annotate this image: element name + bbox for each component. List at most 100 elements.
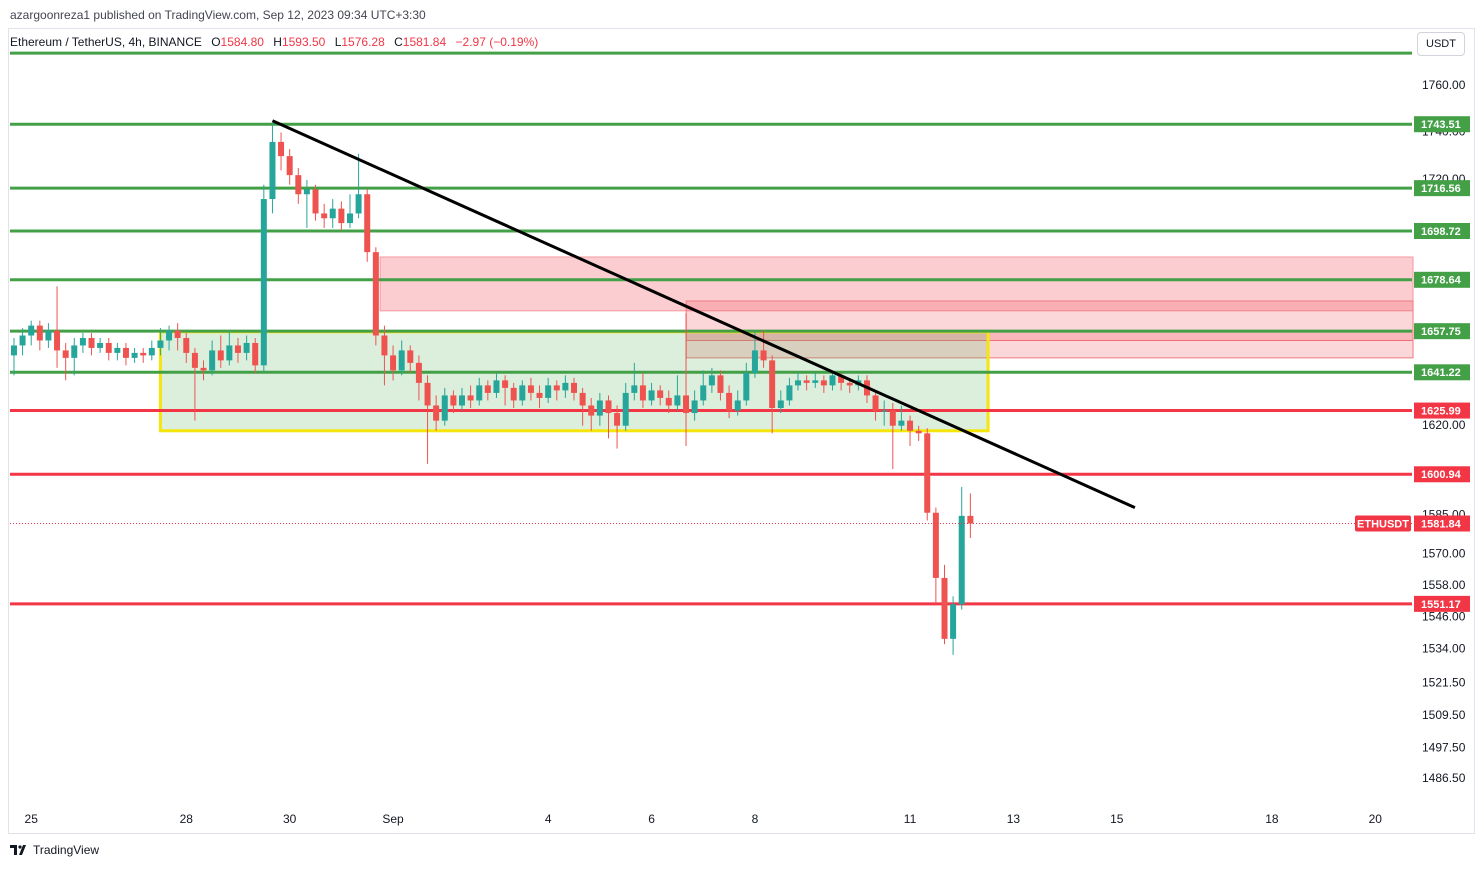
level-tag-label: 1743.51 [1421, 119, 1461, 131]
candle-body [191, 352, 198, 368]
level-tag-label: 1716.56 [1421, 183, 1461, 195]
candle-body [174, 330, 181, 338]
candle-body [553, 385, 560, 391]
candle-body [571, 382, 578, 393]
x-tick-label: 15 [1110, 812, 1124, 826]
y-tick-label: 1570.00 [1422, 547, 1466, 561]
candle-body [527, 385, 534, 393]
y-tick-label: 1509.50 [1422, 708, 1466, 722]
level-tag [1414, 364, 1470, 381]
candle-body [234, 345, 241, 353]
candle-body [36, 325, 43, 341]
candle-body [10, 345, 17, 356]
publisher: azargoonreza1 published on TradingView.c… [10, 8, 426, 22]
candle-body [751, 350, 758, 373]
candle-body [631, 385, 638, 393]
candle-body [484, 385, 491, 393]
candle-body [398, 350, 405, 371]
candle-body [846, 382, 853, 386]
candle-body [347, 213, 354, 224]
zone [379, 256, 1414, 312]
candle-body [958, 515, 965, 605]
candle-body [407, 350, 414, 363]
candle-body [71, 345, 78, 358]
candle-body [209, 350, 216, 371]
ohlc-value: 1581.84 [402, 35, 447, 49]
level-tag-label: 1600.94 [1421, 469, 1462, 481]
candle-body [734, 400, 741, 411]
y-tick-label: 1486.50 [1422, 771, 1466, 785]
candle-body [639, 385, 646, 401]
candle-body [476, 385, 483, 401]
candle-body [967, 515, 974, 524]
level-tag [1414, 402, 1470, 419]
candle-body [502, 380, 509, 388]
change: −2.97 (−0.19%) [455, 35, 539, 49]
candle-body [838, 375, 845, 383]
candle-body [536, 392, 543, 398]
zone [685, 300, 1414, 341]
candle-body [950, 604, 957, 639]
y-tick-label: 1558.00 [1422, 578, 1466, 592]
level-tag-label: 1678.64 [1421, 275, 1462, 287]
chart-border [8, 28, 1475, 834]
candle-body [355, 194, 362, 214]
candle-body [493, 380, 500, 393]
candle-body [588, 405, 595, 416]
x-tick-label: 28 [180, 812, 194, 826]
level-tag-label: 1641.22 [1421, 367, 1461, 379]
x-tick-label: 4 [545, 812, 552, 826]
candle-body [614, 413, 621, 426]
candle-body [700, 385, 707, 401]
currency-button[interactable]: USDT [1417, 32, 1465, 56]
ohlc-key: H [273, 35, 282, 49]
candle-body [28, 325, 35, 336]
candle-body [596, 400, 603, 416]
y-tick-label: 1546.00 [1422, 610, 1466, 624]
candle-body [579, 392, 586, 406]
candle-body [777, 400, 784, 409]
candle-body [450, 395, 457, 406]
x-tick-label: 30 [283, 812, 297, 826]
price-tag-label: 1581.84 [1421, 518, 1462, 530]
candle-body [243, 342, 250, 353]
candle-body [148, 347, 155, 356]
candle-body [295, 175, 302, 195]
candle-body [140, 352, 147, 356]
y-tick-label: 1534.00 [1422, 642, 1466, 656]
candle-body [657, 390, 664, 398]
level-tag [1414, 595, 1470, 612]
candle-body [415, 362, 422, 383]
candle-body [708, 375, 715, 386]
level-tag [1414, 180, 1470, 197]
candle-body [62, 350, 69, 358]
candle-body [252, 342, 259, 366]
candle-body [372, 252, 379, 336]
y-tick-label: 1620.00 [1422, 418, 1466, 432]
candle-body [122, 347, 129, 358]
ohlc-value: 1593.50 [281, 35, 326, 49]
symbol-line: Ethereum / TetherUS, 4h, BINANCE O1584.8… [10, 35, 538, 49]
candle-body [562, 382, 569, 391]
candle-body [183, 337, 190, 353]
trendline [271, 119, 1136, 509]
candle-body [510, 387, 517, 401]
level-tag-label: 1551.17 [1421, 599, 1461, 611]
candle-body [519, 385, 526, 401]
x-tick-label: 18 [1265, 812, 1279, 826]
candle-body [605, 400, 612, 414]
level-tag-label: 1698.72 [1421, 226, 1461, 238]
zone [158, 330, 990, 433]
candle-body [364, 194, 371, 253]
level-tag [1414, 323, 1470, 340]
candle-body [105, 342, 112, 353]
candle-body [665, 397, 672, 406]
y-tick-label: 1760.00 [1422, 78, 1466, 92]
candle-body [260, 199, 267, 366]
candle-body [278, 141, 285, 157]
candle-body [881, 410, 888, 412]
candle-body [157, 340, 164, 348]
candle-body [97, 342, 104, 348]
candle-body [79, 337, 86, 346]
